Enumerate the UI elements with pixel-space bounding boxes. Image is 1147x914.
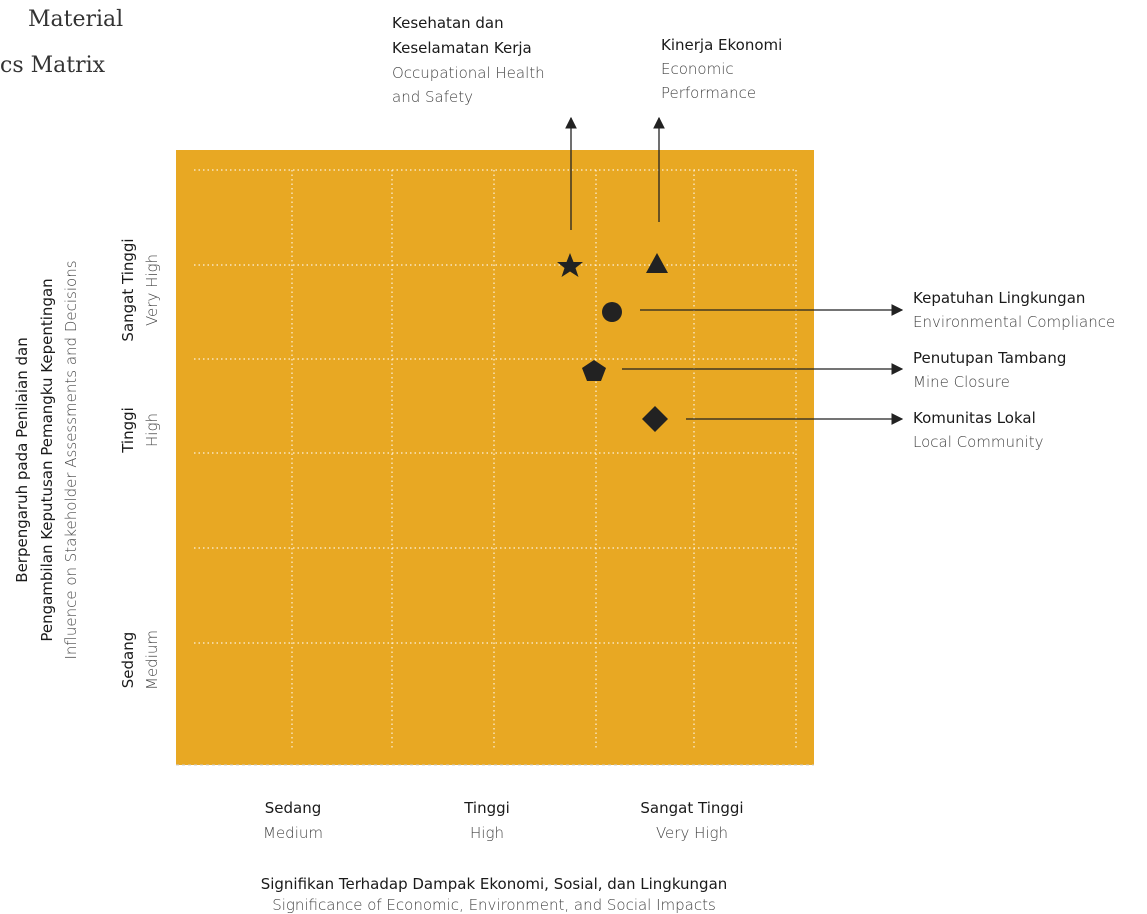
x-level-label: Sangat Tinggi — [640, 799, 743, 817]
y-level-sublabel: Very High — [143, 254, 161, 326]
title: cs Matrix — [0, 53, 106, 78]
y-level-label: Sedang — [119, 632, 137, 689]
y-level-sublabel: High — [143, 413, 161, 447]
x-level-label: Sedang — [265, 799, 322, 817]
y-axis-title: Influence on Stakeholder Assessments and… — [62, 260, 80, 659]
topic-label: Kepatuhan Lingkungan — [913, 289, 1085, 307]
x-axis: Sedang Medium Tinggi High Sangat Tinggi … — [261, 799, 744, 914]
topic-sublabel: Economic — [661, 60, 734, 78]
triangle-marker — [646, 253, 668, 273]
topic-label: Keselamatan Kerja — [392, 39, 532, 57]
topic-labels: Kesehatan dan Keselamatan Kerja Occupati… — [392, 14, 1115, 451]
x-axis-title: Significance of Economic, Environment, a… — [272, 896, 716, 914]
topic-label: Kesehatan dan — [392, 14, 504, 32]
title: Material — [28, 7, 123, 32]
diamond-marker — [642, 406, 668, 432]
pentagon-marker — [582, 360, 606, 381]
topic-sublabel: Mine Closure — [913, 373, 1010, 391]
y-level-sublabel: Medium — [143, 630, 161, 690]
topic-sublabel: Local Community — [913, 433, 1044, 451]
y-axis-title: Berpengaruh pada Penilaian dan — [13, 337, 31, 582]
y-axis-title: Pengambilan Keputusan Pemangku Kepenting… — [38, 278, 56, 641]
topic-sublabel: Performance — [661, 84, 756, 102]
topic-sublabel: and Safety — [392, 88, 473, 106]
topic-label: Komunitas Lokal — [913, 409, 1036, 427]
x-level-sublabel: Medium — [263, 824, 323, 842]
grid — [176, 169, 814, 766]
star-marker — [557, 253, 583, 277]
matrix-area — [176, 150, 814, 765]
y-level-label: Sangat Tinggi — [119, 238, 137, 341]
topic-label: Penutupan Tambang — [913, 349, 1066, 367]
x-level-sublabel: Very High — [656, 824, 728, 842]
arrows — [565, 116, 904, 425]
y-axis: Berpengaruh pada Penilaian dan Pengambil… — [13, 238, 161, 690]
x-level-sublabel: High — [470, 824, 504, 842]
topic-label: Kinerja Ekonomi — [661, 36, 782, 54]
x-axis-title: Signifikan Terhadap Dampak Ekonomi, Sosi… — [261, 875, 728, 893]
topic-sublabel: Occupational Health — [392, 64, 545, 82]
y-level-label: Tinggi — [119, 407, 137, 454]
topic-sublabel: Environmental Compliance — [913, 313, 1115, 331]
circle-marker — [602, 302, 622, 322]
x-level-label: Tinggi — [463, 799, 510, 817]
markers — [557, 253, 668, 432]
